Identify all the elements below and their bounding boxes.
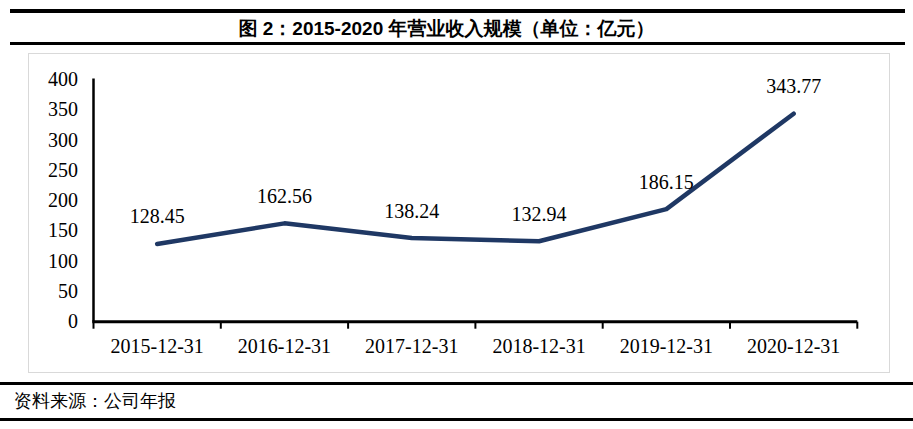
data-label: 162.56 <box>229 185 339 208</box>
data-label: 343.77 <box>739 75 849 98</box>
data-label: 138.24 <box>357 200 467 223</box>
data-label: 186.15 <box>611 171 721 194</box>
y-tick-label: 0 <box>18 310 78 333</box>
y-tick-label: 400 <box>18 68 78 91</box>
y-tick-label: 350 <box>18 98 78 121</box>
data-label: 128.45 <box>102 205 212 228</box>
y-tick-label: 100 <box>18 250 78 273</box>
x-tick-label: 2015-12-31 <box>92 335 222 358</box>
y-tick-label: 200 <box>18 189 78 212</box>
y-tick-label: 50 <box>18 280 78 303</box>
top-divider <box>10 9 905 13</box>
x-tick-label: 2018-12-31 <box>474 335 604 358</box>
y-tick-label: 300 <box>18 129 78 152</box>
chart-title: 图 2：2015-2020 年营业收入规模（单位：亿元） <box>0 16 903 42</box>
x-tick-label: 2019-12-31 <box>601 335 731 358</box>
y-tick-label: 250 <box>18 159 78 182</box>
source-note: 资料来源：公司年报 <box>14 389 176 413</box>
footer-divider-top <box>0 382 913 385</box>
footer-divider-bottom <box>0 418 913 421</box>
x-tick-label: 2016-12-31 <box>219 335 349 358</box>
y-tick-label: 150 <box>18 219 78 242</box>
x-tick-label: 2017-12-31 <box>347 335 477 358</box>
chart-plot-area: 400350300250200150100500 2015-12-312016-… <box>28 53 890 373</box>
title-divider <box>10 42 905 45</box>
x-tick-label: 2020-12-31 <box>729 335 859 358</box>
data-label: 132.94 <box>484 203 594 226</box>
